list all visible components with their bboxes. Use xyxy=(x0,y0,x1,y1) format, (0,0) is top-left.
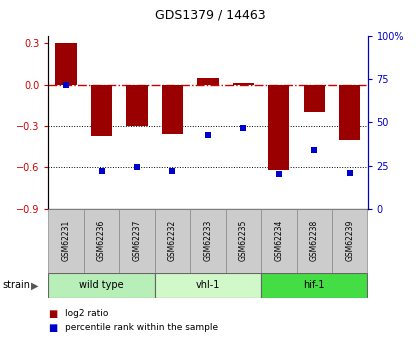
Bar xyxy=(48,273,155,298)
Text: ■: ■ xyxy=(48,323,58,333)
Text: GSM62239: GSM62239 xyxy=(345,220,354,261)
Point xyxy=(311,147,318,153)
Bar xyxy=(297,209,332,273)
Point xyxy=(63,82,69,87)
Point xyxy=(346,170,353,175)
Text: hif-1: hif-1 xyxy=(304,280,325,290)
Bar xyxy=(226,209,261,273)
Bar xyxy=(155,273,261,298)
Bar xyxy=(48,209,84,273)
Text: vhl-1: vhl-1 xyxy=(196,280,220,290)
Text: GSM62235: GSM62235 xyxy=(239,220,248,261)
Bar xyxy=(155,209,190,273)
Text: ▶: ▶ xyxy=(31,280,38,290)
Text: strain: strain xyxy=(2,280,30,290)
Bar xyxy=(261,209,297,273)
Point xyxy=(134,165,140,170)
Text: GSM62231: GSM62231 xyxy=(62,220,71,261)
Bar xyxy=(190,209,226,273)
Point xyxy=(205,132,211,137)
Point xyxy=(276,171,282,177)
Bar xyxy=(55,43,77,85)
Bar xyxy=(233,83,254,85)
Bar xyxy=(84,209,119,273)
Text: ■: ■ xyxy=(48,309,58,319)
Point xyxy=(98,168,105,174)
Bar xyxy=(162,85,183,134)
Point xyxy=(240,125,247,130)
Bar xyxy=(126,85,147,126)
Bar xyxy=(119,209,155,273)
Bar xyxy=(261,273,368,298)
Text: log2 ratio: log2 ratio xyxy=(65,309,108,318)
Text: GSM62233: GSM62233 xyxy=(203,220,213,261)
Text: GSM62237: GSM62237 xyxy=(132,220,142,261)
Bar xyxy=(197,78,218,85)
Bar xyxy=(339,85,360,140)
Text: GSM62236: GSM62236 xyxy=(97,220,106,261)
Text: GSM62232: GSM62232 xyxy=(168,220,177,261)
Text: GSM62234: GSM62234 xyxy=(274,220,284,261)
Text: GDS1379 / 14463: GDS1379 / 14463 xyxy=(155,9,265,22)
Bar xyxy=(91,85,112,136)
Bar xyxy=(268,85,289,170)
Text: percentile rank within the sample: percentile rank within the sample xyxy=(65,323,218,332)
Point xyxy=(169,168,176,174)
Text: GSM62238: GSM62238 xyxy=(310,220,319,261)
Bar xyxy=(332,209,368,273)
Text: wild type: wild type xyxy=(79,280,124,290)
Bar xyxy=(304,85,325,112)
